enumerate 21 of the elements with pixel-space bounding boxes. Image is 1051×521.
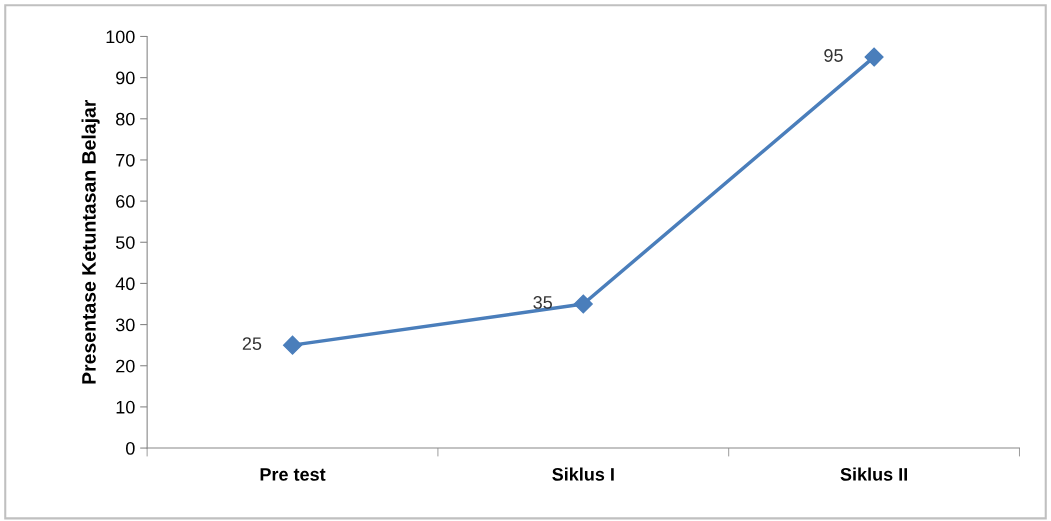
data-label: 95 (824, 49, 843, 62)
y-axis-title: Presentase Ketuntasan Belajar (81, 99, 100, 384)
y-tick-label: 20 (116, 359, 135, 373)
y-tick-label: 40 (115, 277, 135, 291)
y-tick-label: 0 (126, 441, 135, 455)
y-tick-label: 90 (116, 71, 135, 85)
data-label: 35 (533, 296, 552, 309)
y-tick-label: 80 (116, 112, 135, 126)
x-tick-label: Siklus II (840, 467, 907, 481)
y-tick-label: 100 (106, 30, 135, 44)
point (864, 47, 884, 67)
point (573, 294, 593, 314)
x-tick-label: Pre test (260, 468, 326, 481)
point (282, 335, 303, 355)
x-tick-label: Siklus I (552, 467, 614, 481)
y-tick-label: 60 (116, 195, 135, 208)
y-tick-label: 50 (115, 236, 135, 249)
data-label: 25 (242, 337, 262, 351)
y-tick-label: 30 (115, 318, 135, 332)
y-tick-label: 70 (116, 153, 135, 167)
y-tick-label: 10 (116, 400, 135, 414)
